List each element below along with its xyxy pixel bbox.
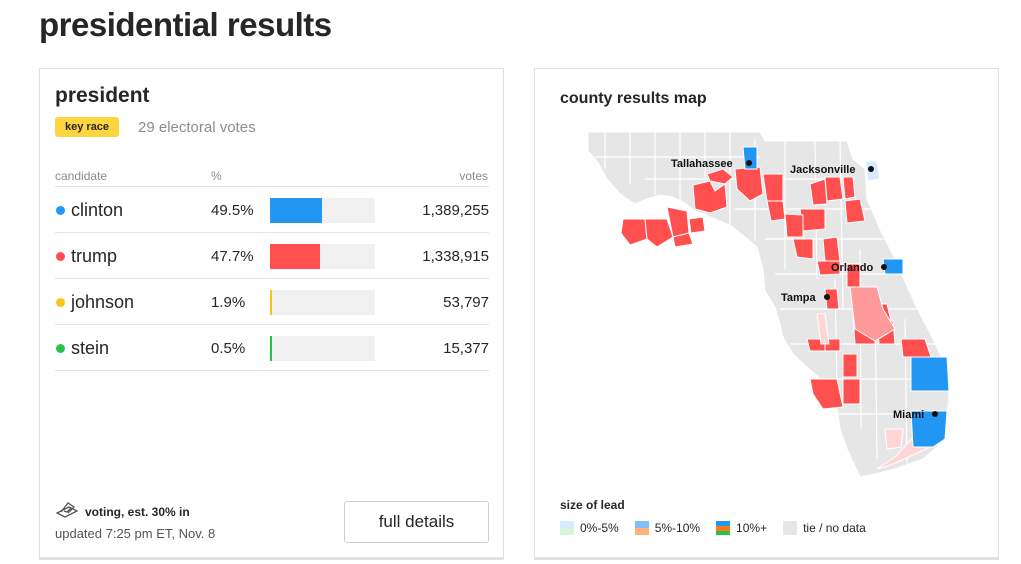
updated-time: updated 7:25 pm ET, Nov. 8 bbox=[55, 526, 216, 541]
high-swatch bbox=[716, 521, 731, 535]
county-rep bbox=[816, 260, 841, 276]
county-rep-low bbox=[884, 428, 904, 450]
president-results-card: president key race 29 electoral votes ca… bbox=[39, 68, 504, 560]
vote-bar bbox=[270, 290, 272, 315]
none-swatch bbox=[783, 521, 798, 535]
legend-label: tie / no data bbox=[803, 521, 866, 535]
county-rep bbox=[824, 176, 844, 202]
mid-swatch bbox=[634, 521, 649, 535]
candidate-name: clinton bbox=[71, 200, 124, 220]
legend-high: 10%+ bbox=[716, 521, 767, 535]
vote-bar bbox=[270, 336, 272, 361]
county-rep bbox=[824, 288, 840, 310]
race-title: president bbox=[55, 84, 150, 107]
county-rep bbox=[799, 208, 826, 232]
county-rep bbox=[844, 198, 866, 224]
legend-low: 0%-5% bbox=[560, 521, 619, 535]
county-rep bbox=[842, 176, 856, 200]
legend-label: 5%-10% bbox=[654, 521, 701, 535]
candidate-pct: 49.5% bbox=[211, 202, 254, 219]
map-title: county results map bbox=[560, 90, 707, 107]
low-swatch bbox=[560, 521, 574, 535]
header-divider bbox=[55, 186, 489, 187]
page-title: presidential results bbox=[39, 6, 332, 43]
miami-label: Miami bbox=[893, 409, 924, 421]
county-rep bbox=[842, 378, 861, 405]
rep-counties bbox=[620, 166, 932, 410]
dem-counties bbox=[742, 146, 950, 448]
voting-status: voting, est. 30% in bbox=[55, 501, 190, 522]
candidate-votes: 15,377 bbox=[443, 340, 489, 357]
county-rep bbox=[692, 180, 728, 214]
county-rep bbox=[784, 213, 804, 238]
jacksonville-dot bbox=[868, 166, 874, 172]
county-rep bbox=[706, 168, 734, 185]
county-rep bbox=[672, 232, 694, 248]
johnson-dot bbox=[56, 298, 65, 307]
votes-header: votes bbox=[459, 169, 488, 183]
candidate-votes: 1,389,255 bbox=[422, 202, 489, 219]
tampa-dot bbox=[824, 294, 830, 300]
electoral-votes: 29 electoral votes bbox=[138, 119, 256, 136]
tallahassee-label: Tallahassee bbox=[671, 158, 733, 170]
candidate-row-clinton: clinton 49.5% 1,389,255 bbox=[55, 187, 489, 233]
orlando-label: Orlando bbox=[831, 262, 873, 274]
county-rep bbox=[842, 353, 858, 378]
candidate-name: johnson bbox=[71, 292, 135, 312]
vote-bar-track bbox=[270, 198, 375, 223]
candidate-pct: 1.9% bbox=[211, 294, 246, 311]
county-rep bbox=[809, 378, 844, 410]
status-text: voting, est. 30% in bbox=[85, 504, 190, 519]
tampa-label: Tampa bbox=[781, 292, 817, 304]
ballot-icon bbox=[55, 501, 79, 522]
county-rep-mid bbox=[849, 286, 896, 342]
percent-header: % bbox=[211, 169, 222, 183]
vote-bar-track bbox=[270, 290, 375, 315]
legend-title: size of lead bbox=[560, 498, 625, 512]
candidate-row-johnson: johnson 1.9% 53,797 bbox=[55, 279, 489, 325]
rep-mid-counties bbox=[849, 286, 896, 342]
key-race-badge: key race bbox=[55, 117, 120, 137]
candidate-votes: 1,338,915 bbox=[422, 248, 489, 265]
legend-label: 0%-5% bbox=[580, 521, 619, 535]
county-rep bbox=[809, 178, 828, 206]
legend-label: 10%+ bbox=[736, 521, 768, 535]
candidate-name: trump bbox=[71, 246, 118, 266]
vote-bar-track bbox=[270, 336, 375, 361]
county-rep bbox=[822, 236, 841, 262]
vote-bar bbox=[270, 198, 322, 223]
vote-bar-track bbox=[270, 244, 375, 269]
candidate-row-trump: trump 47.7% 1,338,915 bbox=[55, 233, 489, 279]
county-rep bbox=[688, 216, 706, 234]
candidate-pct: 0.5% bbox=[211, 340, 246, 357]
candidate-row-stein: stein 0.5% 15,377 bbox=[55, 325, 489, 371]
florida-county-map[interactable]: Tallahassee Jacksonville Orlando Tampa M… bbox=[585, 129, 965, 489]
vote-bar bbox=[270, 244, 320, 269]
legend-none: tie / no data bbox=[783, 521, 866, 535]
orlando-dot bbox=[881, 264, 887, 270]
county-rep bbox=[620, 218, 648, 246]
county-rep-low bbox=[816, 313, 830, 345]
miami-dot bbox=[932, 411, 938, 417]
candidate-header: candidate bbox=[55, 169, 108, 183]
candidate-name: stein bbox=[71, 338, 110, 358]
trump-dot bbox=[56, 252, 65, 261]
county-rep bbox=[792, 238, 814, 260]
county-dem bbox=[910, 410, 948, 448]
tallahassee-dot bbox=[746, 160, 752, 166]
clinton-dot bbox=[56, 206, 65, 215]
candidate-votes: 53,797 bbox=[443, 294, 489, 311]
county-map-card: county results map bbox=[534, 68, 999, 560]
county-rep bbox=[762, 173, 784, 202]
jacksonville-label: Jacksonville bbox=[790, 164, 855, 176]
full-details-button[interactable]: full details bbox=[344, 501, 489, 543]
county-dem bbox=[910, 356, 950, 392]
map-legend: 0%-5% 5%-10% 10%+ tie / no data bbox=[560, 521, 882, 535]
city-markers: Tallahassee Jacksonville Orlando Tampa M… bbox=[671, 158, 938, 421]
candidate-pct: 47.7% bbox=[211, 248, 254, 265]
stein-dot bbox=[56, 344, 65, 353]
county-rep bbox=[644, 218, 674, 248]
legend-mid: 5%-10% bbox=[634, 521, 701, 535]
